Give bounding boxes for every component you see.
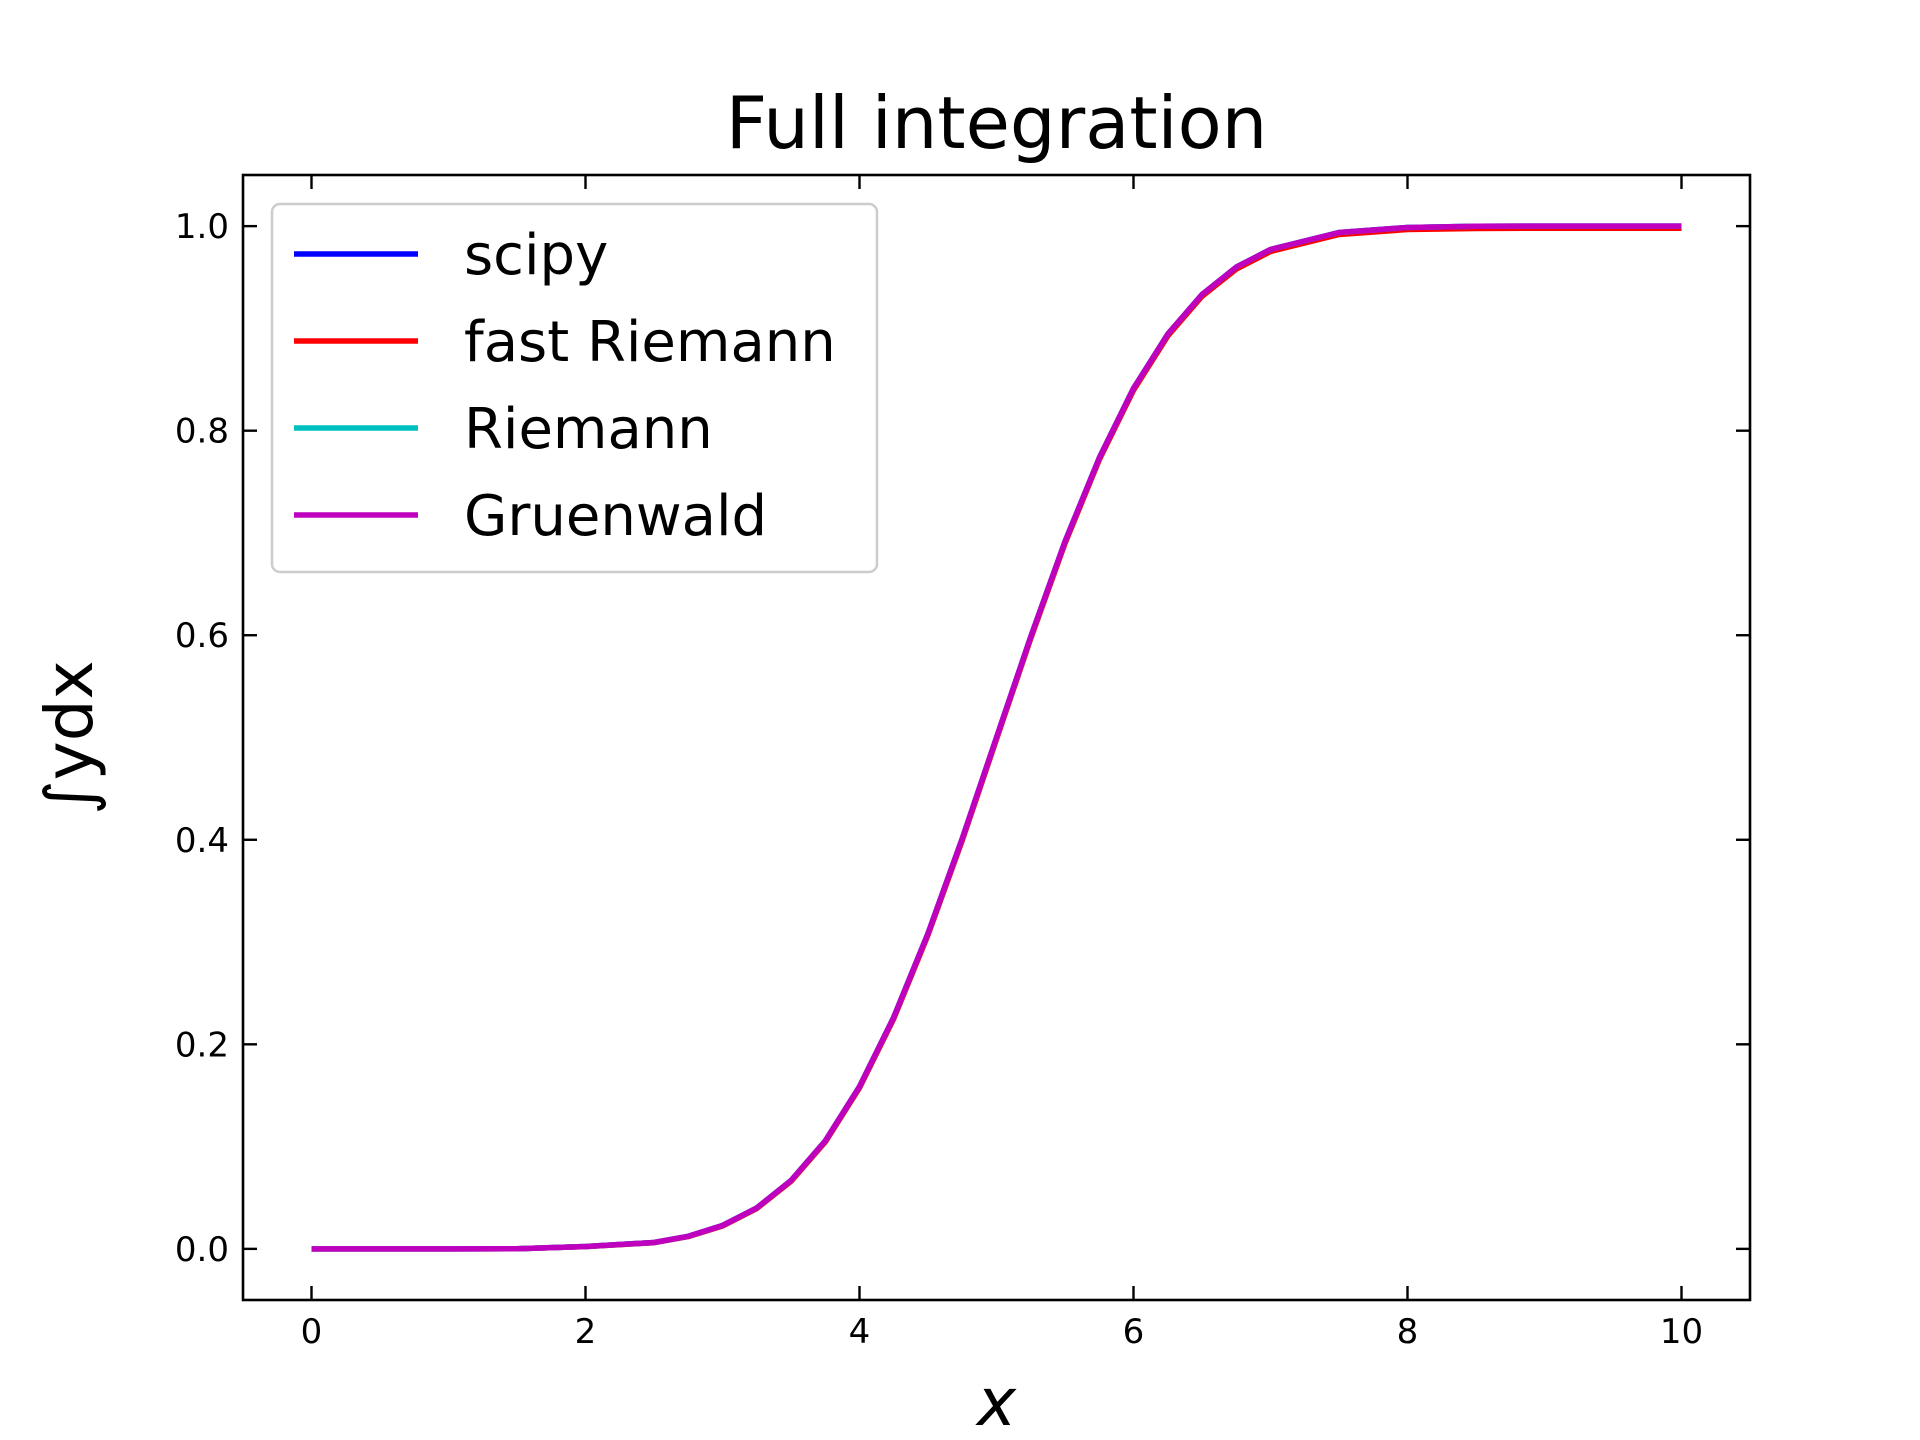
series-line-gruenwald bbox=[311, 223, 1682, 1252]
ticks-layer: 0 2 4 6 8 10 0.0 0.2 0.4 0.6 0.8 1.0 bbox=[175, 175, 1750, 1352]
axes-frame bbox=[241, 173, 1752, 1302]
legend-label: fast Riemann bbox=[464, 310, 836, 375]
legend-label: scipy bbox=[464, 223, 608, 288]
x-tick-label: 4 bbox=[849, 1312, 871, 1352]
y-tick-label: 0.0 bbox=[175, 1230, 229, 1270]
y-tick-label: 0.2 bbox=[175, 1025, 229, 1065]
legend: scipy fast Riemann Riemann Gruenwald bbox=[270, 202, 879, 574]
chart-title: Full integration bbox=[726, 81, 1268, 165]
y-axis-label: ∫ydx bbox=[31, 660, 108, 814]
x-tick-label: 10 bbox=[1660, 1312, 1703, 1352]
x-tick-label: 2 bbox=[575, 1312, 597, 1352]
x-tick-label: 0 bbox=[301, 1312, 323, 1352]
x-tick-label: 6 bbox=[1123, 1312, 1145, 1352]
legend-label: Gruenwald bbox=[464, 484, 767, 549]
y-tick-label: 0.8 bbox=[175, 412, 229, 452]
x-tick-label: 8 bbox=[1397, 1312, 1419, 1352]
legend-label: Riemann bbox=[464, 397, 713, 462]
x-axis-label: x bbox=[975, 1364, 1017, 1440]
y-tick-label: 0.4 bbox=[175, 821, 229, 861]
y-tick-label: 0.6 bbox=[175, 616, 229, 656]
legend-box bbox=[270, 202, 879, 574]
y-tick-label: 1.0 bbox=[175, 207, 229, 247]
series-layer bbox=[311, 223, 1682, 1252]
